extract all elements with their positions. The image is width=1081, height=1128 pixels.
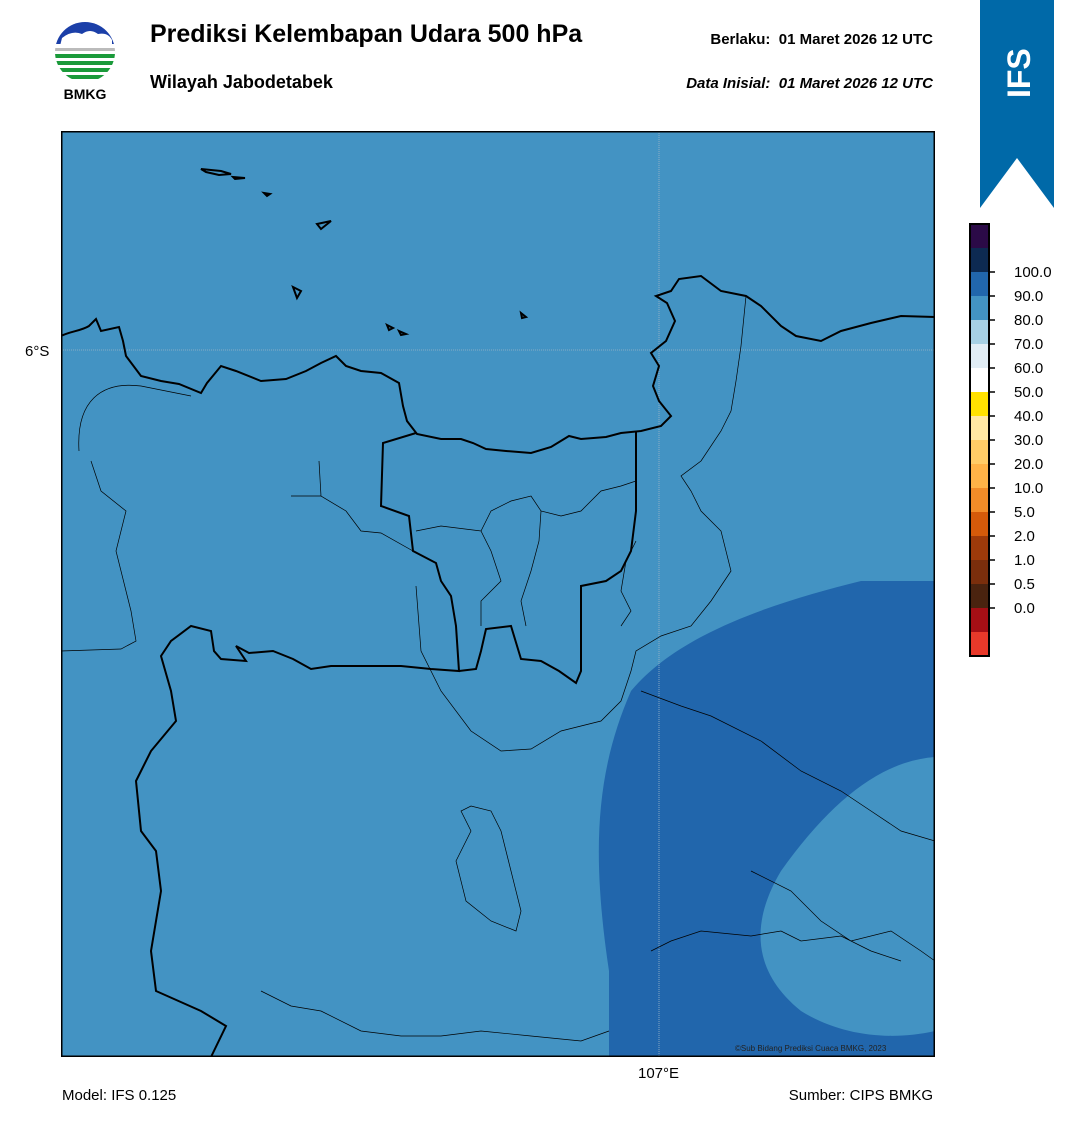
map-credit: ©Sub Bidang Prediksi Cuaca BMKG, 2023	[735, 1044, 887, 1053]
bmkg-logo: BMKG	[52, 20, 118, 104]
regency-boundary	[60, 295, 747, 752]
colorbar-canvas: 100.0 90.0 80.0 70.0 60.0 50.0 40.0 30.0 20.0 10.…	[969, 223, 1052, 657]
colorbar-label: 0.5	[1014, 576, 1035, 593]
colorbar: 100.0 90.0 80.0 70.0 60.0 50.0 40.0 30.0 20.0 10.…	[969, 222, 1069, 967]
humidity-80-90-region	[598, 581, 935, 1057]
page-title: Prediksi Kelembapan Udara 500 hPa	[150, 20, 583, 48]
colorbar-segment	[970, 584, 989, 608]
colorbar-segment	[970, 464, 989, 488]
regency-boundary	[291, 460, 637, 627]
province-boundary-east	[458, 431, 637, 685]
valid-value: 01 Maret 2026 12 UTC	[778, 31, 933, 48]
colorbar-label: 2.0	[1014, 528, 1035, 545]
colorbar-segment	[970, 224, 989, 248]
colorbar-segment	[970, 368, 989, 392]
source-label: Sumber: CIPS BMKG	[788, 1087, 933, 1104]
longitude-label: 107°E	[638, 1065, 680, 1082]
colorbar-label: 1.0	[1014, 552, 1035, 569]
ifs-banner-text: IFS	[1001, 48, 1037, 98]
logo-text: BMKG	[64, 86, 107, 102]
island	[396, 329, 410, 337]
colorbar-label: 40.0	[1014, 408, 1043, 425]
colorbar-segment	[970, 560, 989, 584]
colorbar-segment	[970, 488, 989, 512]
colorbar-segment	[970, 392, 989, 416]
colorbar-segment	[970, 320, 989, 344]
island	[291, 284, 303, 301]
colorbar-label: 5.0	[1014, 504, 1035, 521]
colorbar-label: 80.0	[1014, 312, 1043, 329]
island	[230, 175, 246, 181]
colorbar-label: 70.0	[1014, 336, 1043, 353]
colorbar-label: 20.0	[1014, 456, 1043, 473]
colorbar-segment	[970, 512, 989, 536]
colorbar-label: 10.0	[1014, 480, 1043, 497]
map-canvas	[59, 129, 937, 1059]
region-subtitle: Wilayah Jabodetabek	[150, 72, 333, 92]
valid-label: Berlaku:	[710, 31, 771, 48]
humidity-map	[59, 129, 937, 1059]
init-value: 01 Maret 2026 12 UTC	[778, 75, 933, 92]
island	[261, 191, 273, 198]
coastline	[60, 274, 936, 455]
colorbar-label: 60.0	[1014, 360, 1043, 377]
bmkg-logo-icon: BMKG	[55, 22, 115, 102]
colorbar-segment	[970, 416, 989, 440]
colorbar-label: 0.0	[1014, 600, 1035, 617]
colorbar-segment	[970, 536, 989, 560]
province-boundary	[134, 432, 461, 1058]
colorbar-segment	[970, 272, 989, 296]
island	[385, 322, 396, 332]
colorbar-label: 90.0	[1014, 288, 1043, 305]
colorbar-segment	[970, 632, 989, 656]
colorbar-segment	[970, 248, 989, 272]
init-label: Data Inisial:	[686, 75, 771, 92]
model-label: Model: IFS 0.125	[62, 1087, 177, 1104]
colorbar-segment	[970, 344, 989, 368]
colorbar-segment	[970, 608, 989, 632]
colorbar-label: 100.0	[1014, 264, 1052, 281]
valid-time: Berlaku: 01 Maret 2026 12 UTC	[710, 31, 933, 48]
island	[315, 220, 332, 231]
init-time: Data Inisial: 01 Maret 2026 12 UTC	[686, 75, 933, 92]
latitude-label: 6°S	[25, 343, 50, 360]
island	[519, 310, 529, 320]
map-background	[61, 131, 935, 1057]
colorbar-segment	[970, 296, 989, 320]
ifs-banner: IFS	[980, 0, 1054, 210]
colorbar-segment	[970, 440, 989, 464]
colorbar-label: 50.0	[1014, 384, 1043, 401]
colorbar-label: 30.0	[1014, 432, 1043, 449]
ifs-banner-icon: IFS	[980, 0, 1054, 208]
regency-boundary	[260, 540, 637, 1042]
island	[200, 168, 232, 177]
regency-boundary	[455, 690, 936, 962]
